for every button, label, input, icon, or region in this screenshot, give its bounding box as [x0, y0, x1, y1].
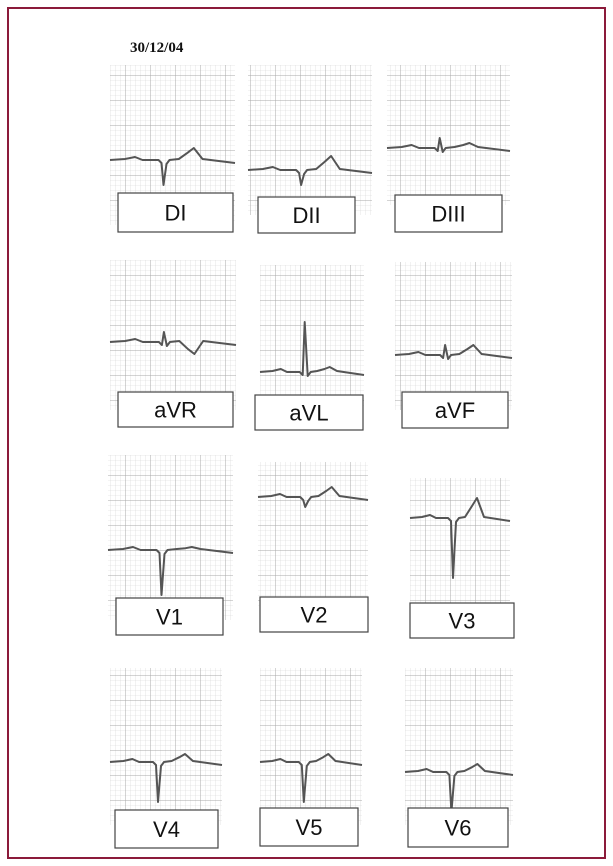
lead-label: aVF: [435, 398, 475, 423]
lead-label: DII: [292, 203, 320, 228]
ecg-grid: [260, 265, 364, 410]
ecg-grid: [248, 65, 372, 215]
ecg-figure: 30/12/04 DI DII DIII aVR aVL aVF V1 V2 V3 V4 V5 V6: [0, 0, 613, 866]
lead-label: V1: [156, 605, 183, 630]
lead-label: DIII: [431, 202, 465, 227]
lead-label: V5: [296, 815, 323, 840]
lead-label: aVR: [154, 398, 197, 423]
lead-label: V2: [301, 603, 328, 628]
ecg-grid: [395, 262, 512, 410]
ecg-grid: [387, 65, 510, 205]
ecg-grid: [110, 260, 236, 410]
lead-label: V3: [449, 609, 476, 634]
date: 30/12/04: [130, 40, 184, 56]
ecg-grid: [260, 668, 362, 825]
lead-label: DI: [165, 201, 187, 226]
lead-label: V6: [445, 816, 472, 841]
lead-label: aVL: [289, 401, 328, 426]
ecg-grid: [110, 668, 222, 825]
ecg-grid: [405, 668, 513, 825]
ecg-grid: [108, 455, 233, 620]
ecg-grid: [258, 462, 368, 610]
lead-label: V4: [153, 817, 180, 842]
